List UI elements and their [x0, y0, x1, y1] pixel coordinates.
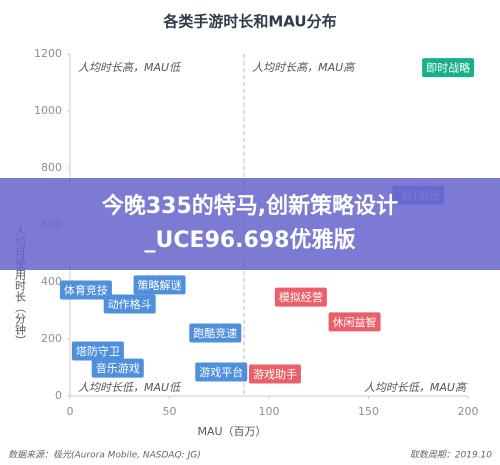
point: [133, 275, 186, 295]
point: [328, 312, 381, 332]
point-label: 休闲益智: [333, 315, 377, 329]
point-label: 即时战略: [426, 61, 470, 75]
point: [248, 364, 301, 384]
point-label: 模拟经营: [279, 290, 323, 304]
x-axis-label: MAU（百万）: [197, 425, 266, 438]
x-tick-label: 100: [259, 405, 280, 418]
y-tick-label: 800: [41, 161, 62, 174]
point-label: 策略解谜: [138, 278, 182, 292]
banner: 今晚335的特马,创新策略设计_UCE96.698优雅版: [0, 178, 500, 270]
source: 数据来源：极光(Aurora Mobile, NASDAQ: JG): [8, 450, 201, 461]
x-tick-label: 150: [358, 405, 379, 418]
quadrant-label: 人均时长高，MAU低: [78, 61, 182, 74]
x-tick-label: 0: [67, 405, 74, 418]
point-label: 游戏平台: [199, 365, 243, 379]
y-tick-label: 400: [41, 275, 62, 288]
point: [91, 358, 144, 378]
y-tick-label: 200: [41, 332, 62, 345]
point-label: 音乐游戏: [96, 361, 140, 375]
quadrant-label: 人均时长低，MAU高: [364, 381, 468, 394]
point-label: 动作格斗: [108, 297, 152, 311]
point: [189, 323, 242, 343]
quadrant-label: 人均时长高，MAU高: [252, 61, 356, 74]
y-tick-label: 1000: [34, 104, 62, 117]
point: [71, 341, 124, 361]
x-tick-label: 200: [458, 405, 479, 418]
point-label: 体育竞技: [64, 283, 108, 297]
x-tick-label: 50: [163, 405, 177, 418]
point-label: 游戏助手: [253, 367, 297, 381]
point: [195, 362, 248, 382]
point-label: 塔防守卫: [76, 344, 120, 358]
chart-title: 各类手游时长和MAU分布: [162, 13, 336, 31]
point: [59, 280, 112, 300]
y-tick-label: 0: [55, 389, 62, 402]
y-tick-label: 1200: [34, 47, 62, 60]
period: 取数周期：2019.10: [410, 450, 492, 461]
point: [274, 287, 327, 307]
point: [103, 294, 156, 314]
point: [422, 58, 475, 78]
banner-text: 今晚335的特马,创新策略设计_UCE96.698优雅版: [101, 194, 399, 253]
quadrant-label: 人均时长低，MAU低: [78, 381, 182, 394]
point-label: 跑酷竞速: [193, 326, 237, 340]
